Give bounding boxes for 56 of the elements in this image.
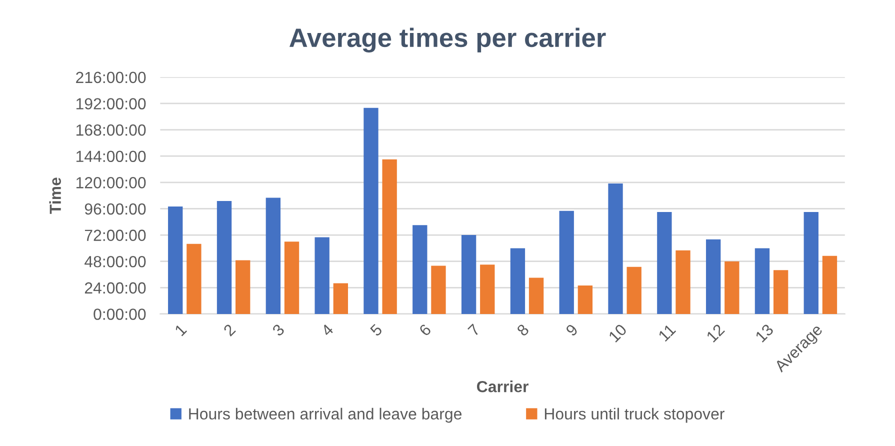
bar (431, 266, 446, 314)
x-tick-label: 8 (516, 323, 530, 337)
x-tick-label: 9 (565, 323, 578, 337)
bar (608, 184, 623, 314)
x-tick-label: 6 (418, 323, 432, 337)
bar (657, 212, 672, 314)
y-tick-label: 48:00:00 (84, 256, 146, 268)
y-tick-label: 192:00:00 (76, 98, 146, 110)
bar (168, 206, 183, 314)
y-tick-label: 216:00:00 (76, 72, 146, 84)
bar (528, 278, 544, 314)
bar (412, 225, 428, 314)
bar (754, 248, 770, 314)
y-tick-label: 144:00:00 (76, 150, 146, 162)
x-tick-label: 13 (754, 323, 774, 343)
y-tick-label: 0:00:00 (94, 308, 146, 320)
bar (333, 283, 348, 314)
bar (578, 285, 593, 314)
y-tick-label: 72:00:00 (84, 230, 146, 241)
bar (480, 264, 495, 314)
x-tick-label: 5 (370, 323, 383, 337)
bar (724, 261, 740, 314)
bar (676, 250, 690, 314)
bar (284, 242, 300, 314)
chart-title: Average times per carrier (290, 28, 606, 52)
legend-label: Hours between arrival and leave barge (189, 408, 462, 423)
bar (266, 198, 281, 314)
x-axis-title: Carrier (477, 380, 528, 392)
bar (706, 239, 721, 314)
x-tick-label: 4 (320, 323, 334, 337)
x-tick-label: 10 (608, 323, 628, 343)
legend-label: Hours until truck stopover (544, 408, 724, 423)
bar (314, 237, 330, 314)
y-axis-title: Time (49, 178, 61, 214)
bar (236, 260, 250, 314)
bar (804, 212, 818, 314)
x-tick-label: 11 (658, 324, 676, 342)
bar (559, 210, 574, 314)
x-tick-label: 2 (222, 323, 236, 337)
y-tick-label: 96:00:00 (84, 203, 146, 215)
bar (461, 235, 476, 314)
bar (510, 248, 526, 314)
bar (186, 244, 202, 314)
bar (626, 266, 642, 314)
bar (382, 159, 397, 314)
x-tick-label: 3 (272, 323, 286, 337)
x-tick-label: 1 (174, 324, 188, 336)
y-tick-label: 168:00:00 (76, 124, 146, 136)
bar (773, 270, 788, 314)
bar (364, 108, 378, 314)
bar (216, 201, 232, 314)
x-tick-label: 7 (468, 324, 480, 336)
bar (822, 256, 838, 314)
y-tick-label: 24:00:00 (84, 282, 146, 294)
x-tick-label: 12 (706, 323, 725, 342)
y-tick-label: 120:00:00 (76, 177, 146, 188)
